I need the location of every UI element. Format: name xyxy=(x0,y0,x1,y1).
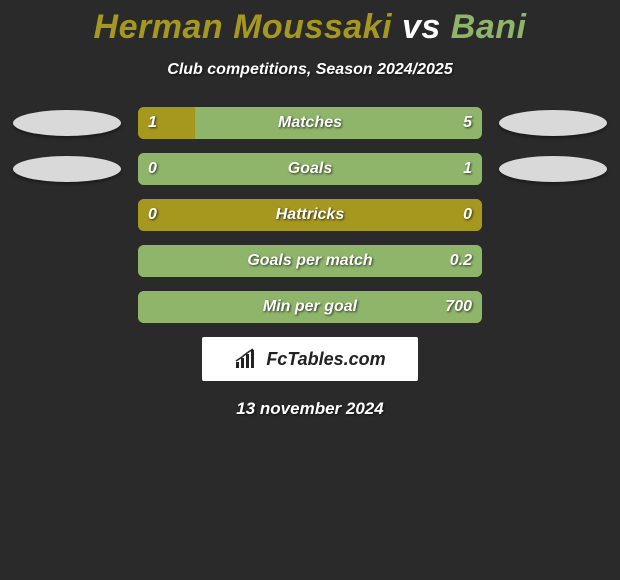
bar-fill-right xyxy=(138,291,482,323)
club-logo-slot-left xyxy=(12,247,122,275)
brand-chart-icon xyxy=(234,348,260,370)
stat-value-right: 0 xyxy=(463,199,472,231)
stat-row: 01Goals xyxy=(0,153,620,185)
club-logo-slot-right xyxy=(498,293,608,321)
bar-fill-right xyxy=(138,245,482,277)
stat-rows: 15Matches01Goals00Hattricks0.2Goals per … xyxy=(0,107,620,323)
club-logo-slot-right xyxy=(498,201,608,229)
stat-row: 00Hattricks xyxy=(0,199,620,231)
stat-value-left: 1 xyxy=(148,107,157,139)
club-logo-slot-left xyxy=(12,201,122,229)
stat-row: 15Matches xyxy=(0,107,620,139)
bar-fill-right xyxy=(195,107,482,139)
stat-value-right: 0.2 xyxy=(450,245,472,277)
club-logo-placeholder xyxy=(13,156,121,182)
player1-name: Herman Moussaki xyxy=(94,8,393,46)
stat-value-left: 0 xyxy=(148,153,157,185)
page-title: Herman Moussaki vs Bani xyxy=(0,8,620,47)
comparison-widget: Herman Moussaki vs Bani Club competition… xyxy=(0,0,620,419)
club-logo-slot-left xyxy=(12,109,122,137)
subtitle: Club competitions, Season 2024/2025 xyxy=(0,61,620,79)
club-logo-placeholder xyxy=(13,110,121,136)
club-logo-slot-right xyxy=(498,109,608,137)
club-logo-slot-right xyxy=(498,155,608,183)
club-logo-slot-right xyxy=(498,247,608,275)
vs-text: vs xyxy=(402,8,441,46)
bar-fill-right xyxy=(138,153,482,185)
player2-name: Bani xyxy=(451,8,527,46)
club-logo-placeholder xyxy=(499,156,607,182)
brand-text: FcTables.com xyxy=(266,349,385,370)
stat-bar: 15Matches xyxy=(138,107,482,139)
club-logo-slot-left xyxy=(12,155,122,183)
date-label: 13 november 2024 xyxy=(0,399,620,419)
stat-bar: 01Goals xyxy=(138,153,482,185)
stat-bar: 00Hattricks xyxy=(138,199,482,231)
stat-value-left: 0 xyxy=(148,199,157,231)
stat-row: 700Min per goal xyxy=(0,291,620,323)
stat-value-right: 700 xyxy=(445,291,472,323)
stat-bar: 700Min per goal xyxy=(138,291,482,323)
stat-bar: 0.2Goals per match xyxy=(138,245,482,277)
club-logo-slot-left xyxy=(12,293,122,321)
bar-fill-left xyxy=(138,107,195,139)
bar-fill-left xyxy=(138,199,482,231)
stat-value-right: 5 xyxy=(463,107,472,139)
stat-row: 0.2Goals per match xyxy=(0,245,620,277)
club-logo-placeholder xyxy=(499,110,607,136)
brand-box: FcTables.com xyxy=(202,337,418,381)
stat-value-right: 1 xyxy=(463,153,472,185)
